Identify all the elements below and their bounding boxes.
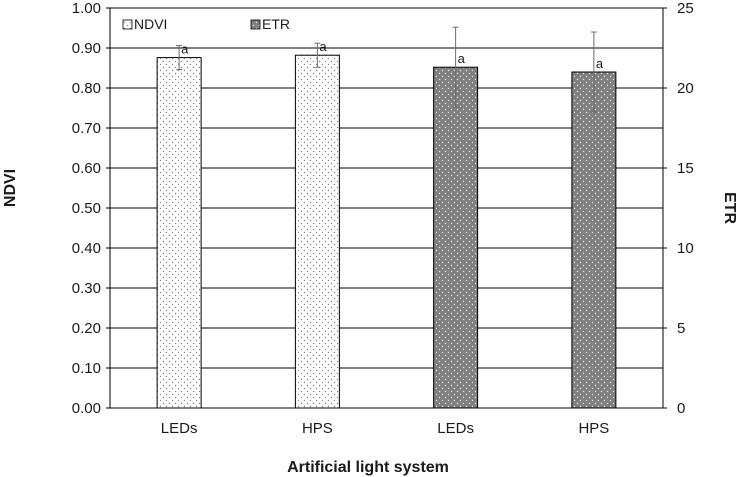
y-tick-label: 0.10: [72, 360, 101, 377]
y2-tick-label: 25: [677, 0, 694, 17]
y2-tick-label: 15: [677, 160, 694, 177]
legend-swatch-ndvi: [122, 19, 133, 30]
y-tick-label: 0.70: [72, 120, 101, 137]
x-tick-label: LEDs: [437, 420, 474, 437]
x-tick-label: LEDs: [161, 420, 198, 437]
right-axis-ticks: 0 5 10 15 20 25: [663, 0, 694, 417]
y-tick-label: 1.00: [72, 0, 101, 17]
bar-ndvi: [294, 54, 340, 409]
legend-swatch-etr: [250, 19, 261, 30]
error-bars: a a a a: [176, 26, 604, 113]
x-axis-title: Artificial light system: [287, 459, 449, 476]
y-tick-label: 0.20: [72, 320, 101, 337]
left-axis-ticks: 0.00 0.10 0.20 0.30 0.40 0.50 0.60 0.70 0.80 0.90…: [72, 0, 110, 417]
y-axis-title: NDVI: [2, 169, 19, 207]
y-tick-label: 0.30: [72, 280, 101, 297]
y2-tick-label: 5: [677, 320, 685, 337]
x-tick-label: HPS: [578, 420, 609, 437]
y2-axis-title: ETR: [721, 192, 738, 224]
y2-tick-label: 0: [677, 400, 685, 417]
significance-label: a: [596, 56, 604, 71]
x-axis-categories: LEDs HPS LEDs HPS: [161, 420, 610, 437]
y-tick-label: 0.60: [72, 160, 101, 177]
y-tick-label: 0.50: [72, 200, 101, 217]
bar-ndvi: [156, 57, 202, 409]
significance-label: a: [458, 51, 466, 66]
legend-label-etr: ETR: [262, 16, 290, 32]
y-tick-label: 0.00: [72, 400, 101, 417]
bars: [156, 54, 617, 409]
legend-label-ndvi: NDVI: [134, 16, 167, 32]
legend: NDVI ETR: [122, 16, 290, 32]
x-tick-label: HPS: [302, 420, 333, 437]
significance-label: a: [319, 39, 327, 54]
y-tick-label: 0.80: [72, 80, 101, 97]
y-tick-label: 0.40: [72, 240, 101, 257]
bar-etr: [571, 71, 617, 409]
y2-tick-label: 10: [677, 240, 694, 257]
significance-label: a: [181, 42, 189, 57]
bar-etr: [433, 66, 479, 409]
gridlines: [110, 47, 663, 369]
y-tick-label: 0.90: [72, 40, 101, 57]
y2-tick-label: 20: [677, 80, 694, 97]
